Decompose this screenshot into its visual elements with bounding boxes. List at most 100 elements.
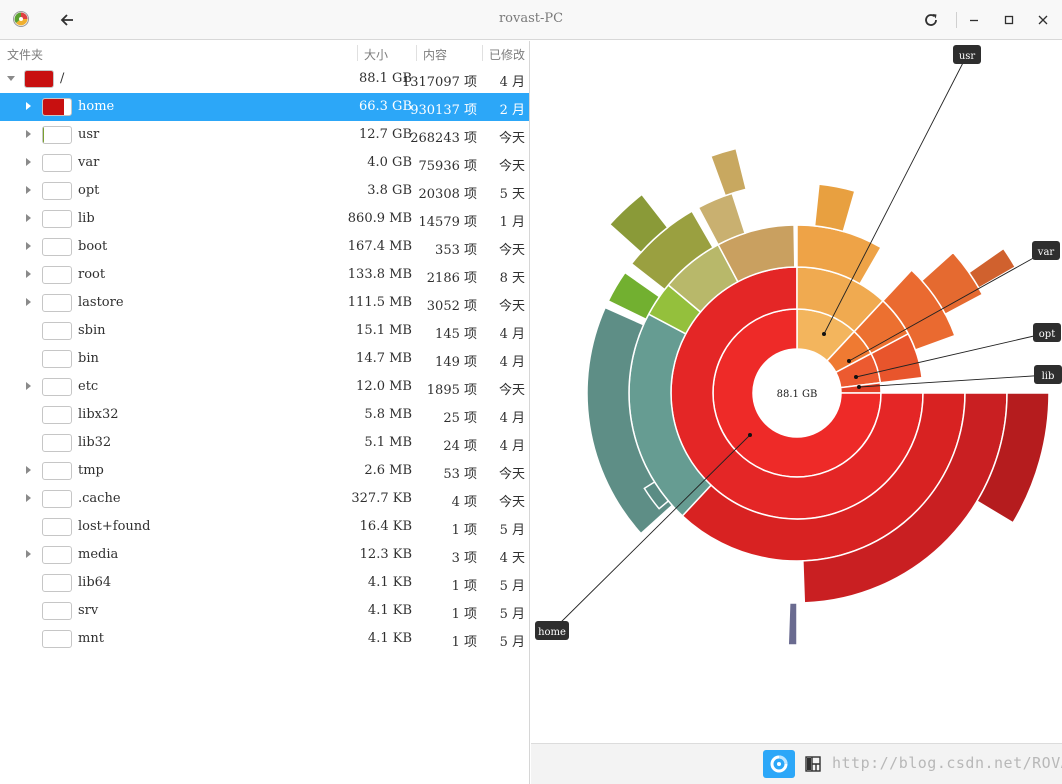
arrow-left-icon xyxy=(60,14,73,26)
tree-row[interactable]: lib32 5.1 MB 24 项 4 月 xyxy=(0,429,529,457)
expand-arrow-icon[interactable] xyxy=(26,270,31,278)
column-divider[interactable] xyxy=(416,45,417,61)
refresh-button[interactable] xyxy=(918,8,944,32)
callout-box[interactable] xyxy=(1033,323,1061,342)
sunburst-chart: 88.1 GB usr var opt lib home xyxy=(535,45,1062,646)
sector-slate[interactable] xyxy=(787,602,798,646)
column-size[interactable]: 大小 xyxy=(364,48,389,62)
folder-size: 88.1 GB xyxy=(358,71,412,86)
callout-line xyxy=(551,434,751,632)
tree-row[interactable]: boot 167.4 MB 353 项 今天 xyxy=(0,233,529,261)
back-button[interactable] xyxy=(54,8,80,32)
column-divider[interactable] xyxy=(482,45,483,61)
callout-box[interactable] xyxy=(1032,241,1060,260)
folder-modified: 5 月 xyxy=(499,607,525,622)
tree-row[interactable]: lost+found 16.4 KB 1 项 5 月 xyxy=(0,513,529,541)
chart-center[interactable] xyxy=(755,351,839,435)
usage-bar xyxy=(42,126,72,144)
tree-row[interactable]: home 66.3 GB 930137 项 2 月 xyxy=(0,93,529,121)
expand-arrow-icon[interactable] xyxy=(26,214,31,222)
usage-bar xyxy=(42,406,72,424)
tree-row[interactable]: etc 12.0 MB 1895 项 今天 xyxy=(0,373,529,401)
usage-bar xyxy=(42,434,72,452)
folder-name: lib64 xyxy=(78,575,112,590)
column-divider[interactable] xyxy=(357,45,358,61)
folder-name: srv xyxy=(78,603,99,618)
sector-tan-tip[interactable] xyxy=(709,147,748,197)
sector-green-outer[interactable] xyxy=(607,271,661,321)
folder-name: var xyxy=(78,155,100,170)
sector-teal-outer[interactable] xyxy=(586,306,674,535)
expand-arrow-icon[interactable] xyxy=(26,158,31,166)
folder-size: 4.1 KB xyxy=(367,575,412,590)
folder-size: 2.6 MB xyxy=(364,463,412,478)
expand-arrow-icon[interactable] xyxy=(26,382,31,390)
treemap-view-button[interactable] xyxy=(797,750,829,778)
maximize-button[interactable] xyxy=(996,8,1022,32)
sector-tan-outer[interactable] xyxy=(697,192,747,246)
tree-row-root[interactable]: / 88.1 GB 1317097 项 4 月 xyxy=(0,65,529,93)
tree-row[interactable]: srv 4.1 KB 1 项 5 月 xyxy=(0,597,529,625)
callout-line xyxy=(823,54,968,335)
callout-label-var: var xyxy=(1037,247,1055,258)
usage-bar xyxy=(42,350,72,368)
folder-size: 111.5 MB xyxy=(347,295,412,310)
folder-name: libx32 xyxy=(78,407,119,422)
sector-home-outermost[interactable] xyxy=(975,392,1050,524)
folder-name: opt xyxy=(78,183,100,198)
folder-modified: 4 月 xyxy=(499,439,525,454)
sector-var-outer[interactable] xyxy=(920,251,984,316)
tree-row[interactable]: lastore 111.5 MB 3052 项 今天 xyxy=(0,289,529,317)
ring-chart-view-button[interactable] xyxy=(763,750,795,778)
callout-dot xyxy=(854,375,858,379)
tree-row[interactable]: mnt 4.1 KB 1 项 5 月 xyxy=(0,625,529,653)
tree-row[interactable]: bin 14.7 MB 149 项 4 月 xyxy=(0,345,529,373)
tree-row[interactable]: .cache 327.7 KB 4 项 今天 xyxy=(0,485,529,513)
usage-bar xyxy=(42,294,72,312)
expand-arrow-icon[interactable] xyxy=(26,550,31,558)
tree-row[interactable]: lib64 4.1 KB 1 项 5 月 xyxy=(0,569,529,597)
callout-box[interactable] xyxy=(535,621,569,640)
sector-usr-outer[interactable] xyxy=(813,183,856,233)
folder-items: 14579 项 xyxy=(418,215,478,230)
folder-name: mnt xyxy=(78,631,104,646)
tree-row[interactable]: var 4.0 GB 75936 项 今天 xyxy=(0,149,529,177)
folder-items: 145 项 xyxy=(435,327,477,342)
expand-arrow-icon[interactable] xyxy=(26,494,31,502)
expanded-arrow-icon[interactable] xyxy=(7,76,15,81)
close-button[interactable] xyxy=(1030,8,1056,32)
expand-arrow-icon[interactable] xyxy=(26,242,31,250)
tree-row[interactable]: tmp 2.6 MB 53 项 今天 xyxy=(0,457,529,485)
folder-name: etc xyxy=(78,379,99,394)
folder-items: 1 项 xyxy=(451,635,477,650)
tree-row[interactable]: opt 3.8 GB 20308 项 5 天 xyxy=(0,177,529,205)
tree-row[interactable]: lib 860.9 MB 14579 项 1 月 xyxy=(0,205,529,233)
tree-row[interactable]: media 12.3 KB 3 项 4 天 xyxy=(0,541,529,569)
titlebar-separator xyxy=(956,12,957,28)
tree-row[interactable]: usr 12.7 GB 268243 项 今天 xyxy=(0,121,529,149)
sector-olive-tip[interactable] xyxy=(608,193,669,254)
column-items[interactable]: 内容 xyxy=(423,48,448,62)
folder-modified: 今天 xyxy=(498,159,525,174)
column-modified[interactable]: 已修改 xyxy=(489,48,526,62)
sector-var-tip[interactable] xyxy=(967,247,1017,290)
tree-row[interactable]: libx32 5.8 MB 25 项 4 月 xyxy=(0,401,529,429)
view-switch-bar xyxy=(531,743,1062,784)
tree-row[interactable]: root 133.8 MB 2186 项 8 天 xyxy=(0,261,529,289)
watermark-text: http://blog.csdn.net/ROVAST xyxy=(832,754,1062,772)
expand-arrow-icon[interactable] xyxy=(26,186,31,194)
callout-box[interactable] xyxy=(953,45,981,64)
minimize-button[interactable] xyxy=(961,8,987,32)
expand-arrow-icon[interactable] xyxy=(26,298,31,306)
expand-arrow-icon[interactable] xyxy=(26,102,31,110)
expand-arrow-icon[interactable] xyxy=(26,130,31,138)
usage-bar xyxy=(42,490,72,508)
sector-teal-tip[interactable] xyxy=(643,480,670,510)
callout-box[interactable] xyxy=(1034,365,1062,384)
folder-name: home xyxy=(78,99,115,114)
tree-row[interactable]: sbin 15.1 MB 145 项 4 月 xyxy=(0,317,529,345)
expand-arrow-icon[interactable] xyxy=(26,466,31,474)
folder-name: tmp xyxy=(78,463,104,478)
usage-bar xyxy=(42,322,72,340)
column-folder[interactable]: 文件夹 xyxy=(7,48,44,62)
